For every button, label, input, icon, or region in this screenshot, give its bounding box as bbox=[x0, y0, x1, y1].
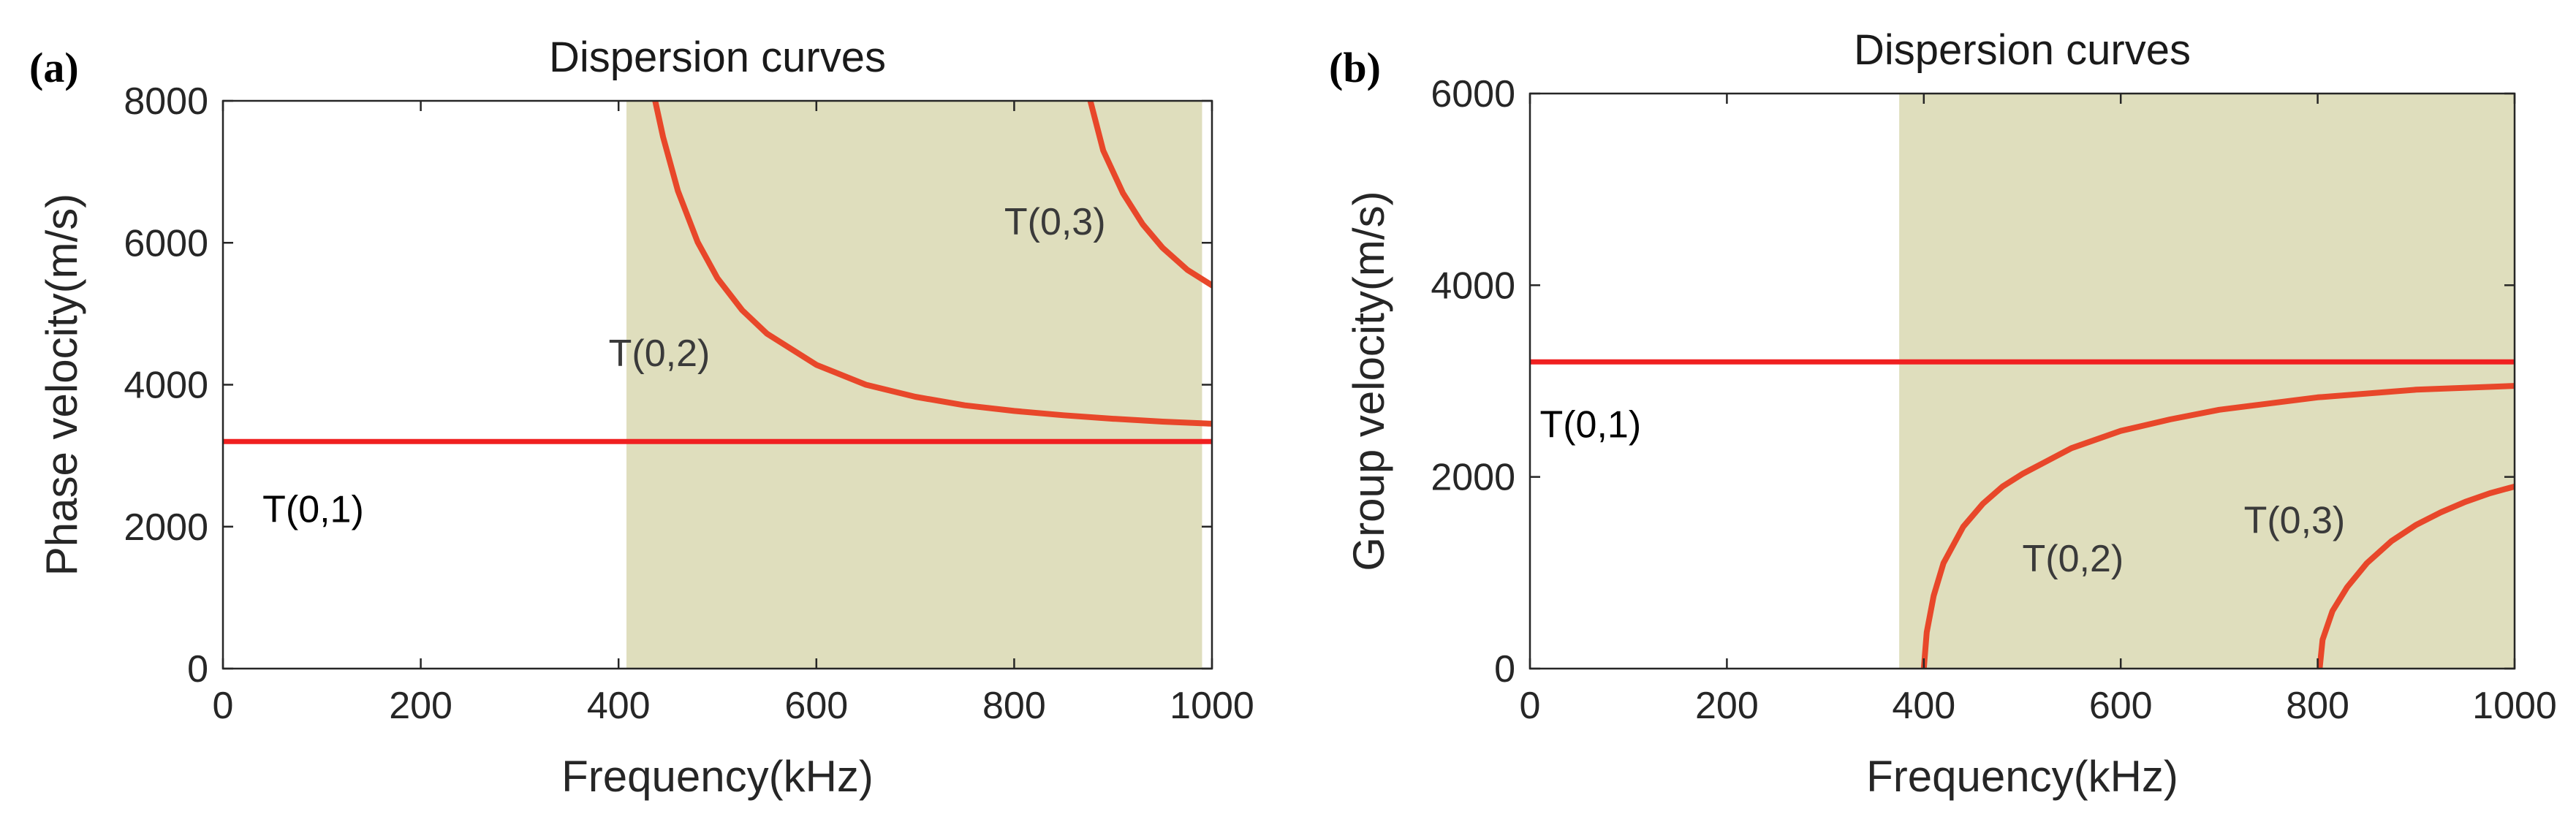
shaded-region bbox=[626, 101, 1202, 669]
chart-a-phase-velocity: 0 200 400 600 800 1000 0 2000 4000 6000 8000 Disper… bbox=[37, 34, 1254, 801]
x-tick-label: 600 bbox=[784, 685, 848, 727]
y-tick-label: 2000 bbox=[124, 506, 208, 549]
x-tick-label: 0 bbox=[213, 685, 234, 727]
curve-label-t02: T(0,2) bbox=[609, 332, 711, 375]
x-tick-label: 400 bbox=[1892, 685, 1955, 727]
x-tick-label: 0 bbox=[1520, 685, 1541, 727]
curve-label-t03: T(0,3) bbox=[2244, 500, 2346, 542]
axes-frame bbox=[1528, 92, 2516, 670]
chart-title: Dispersion curves bbox=[549, 34, 886, 81]
x-tick-label: 800 bbox=[2286, 685, 2349, 727]
y-tick-label: 4000 bbox=[124, 365, 208, 407]
series-line-t02 bbox=[652, 101, 1212, 427]
y-tick-label: 2000 bbox=[1431, 457, 1515, 499]
x-tick-label: 1000 bbox=[1170, 685, 1254, 727]
curve-label-t02: T(0,2) bbox=[2023, 538, 2124, 580]
series-line-t03 bbox=[1087, 101, 1212, 289]
series-line-t02 bbox=[1920, 383, 2515, 669]
x-tick-label: 600 bbox=[2089, 685, 2153, 727]
y-axis-label: Group velocity(m/s) bbox=[1344, 191, 1393, 571]
y-tick-label: 4000 bbox=[1431, 265, 1515, 307]
chart-b-group-velocity: 0 200 400 600 800 1000 0 2000 4000 6000 Dispersion… bbox=[1344, 26, 2557, 801]
curve-label-t01: T(0,1) bbox=[262, 488, 364, 530]
x-axis-label: Frequency(kHz) bbox=[1866, 752, 2178, 801]
panel-label-a: (a) bbox=[29, 44, 79, 91]
x-tick-label: 200 bbox=[1695, 685, 1759, 727]
y-tick-label: 8000 bbox=[124, 80, 208, 123]
curve-label-t01: T(0,1) bbox=[1539, 404, 1641, 446]
y-tick-label: 6000 bbox=[1431, 73, 1515, 115]
x-tick-label: 800 bbox=[982, 685, 1046, 727]
x-tick-label: 1000 bbox=[2472, 685, 2557, 727]
x-tick-label: 200 bbox=[389, 685, 452, 727]
chart-title: Dispersion curves bbox=[1854, 26, 2191, 74]
series-line-t03 bbox=[2316, 483, 2515, 669]
x-tick-label: 400 bbox=[587, 685, 651, 727]
shaded-region bbox=[1899, 94, 2515, 669]
y-tick-label: 6000 bbox=[124, 222, 208, 265]
y-tick-label: 0 bbox=[1494, 648, 1515, 691]
panel-label-b: (b) bbox=[1329, 44, 1381, 91]
x-axis-label: Frequency(kHz) bbox=[561, 752, 874, 801]
y-tick-label: 0 bbox=[187, 648, 208, 691]
y-axis-label: Phase velocity(m/s) bbox=[37, 194, 86, 576]
curve-label-t03: T(0,3) bbox=[1004, 201, 1106, 243]
